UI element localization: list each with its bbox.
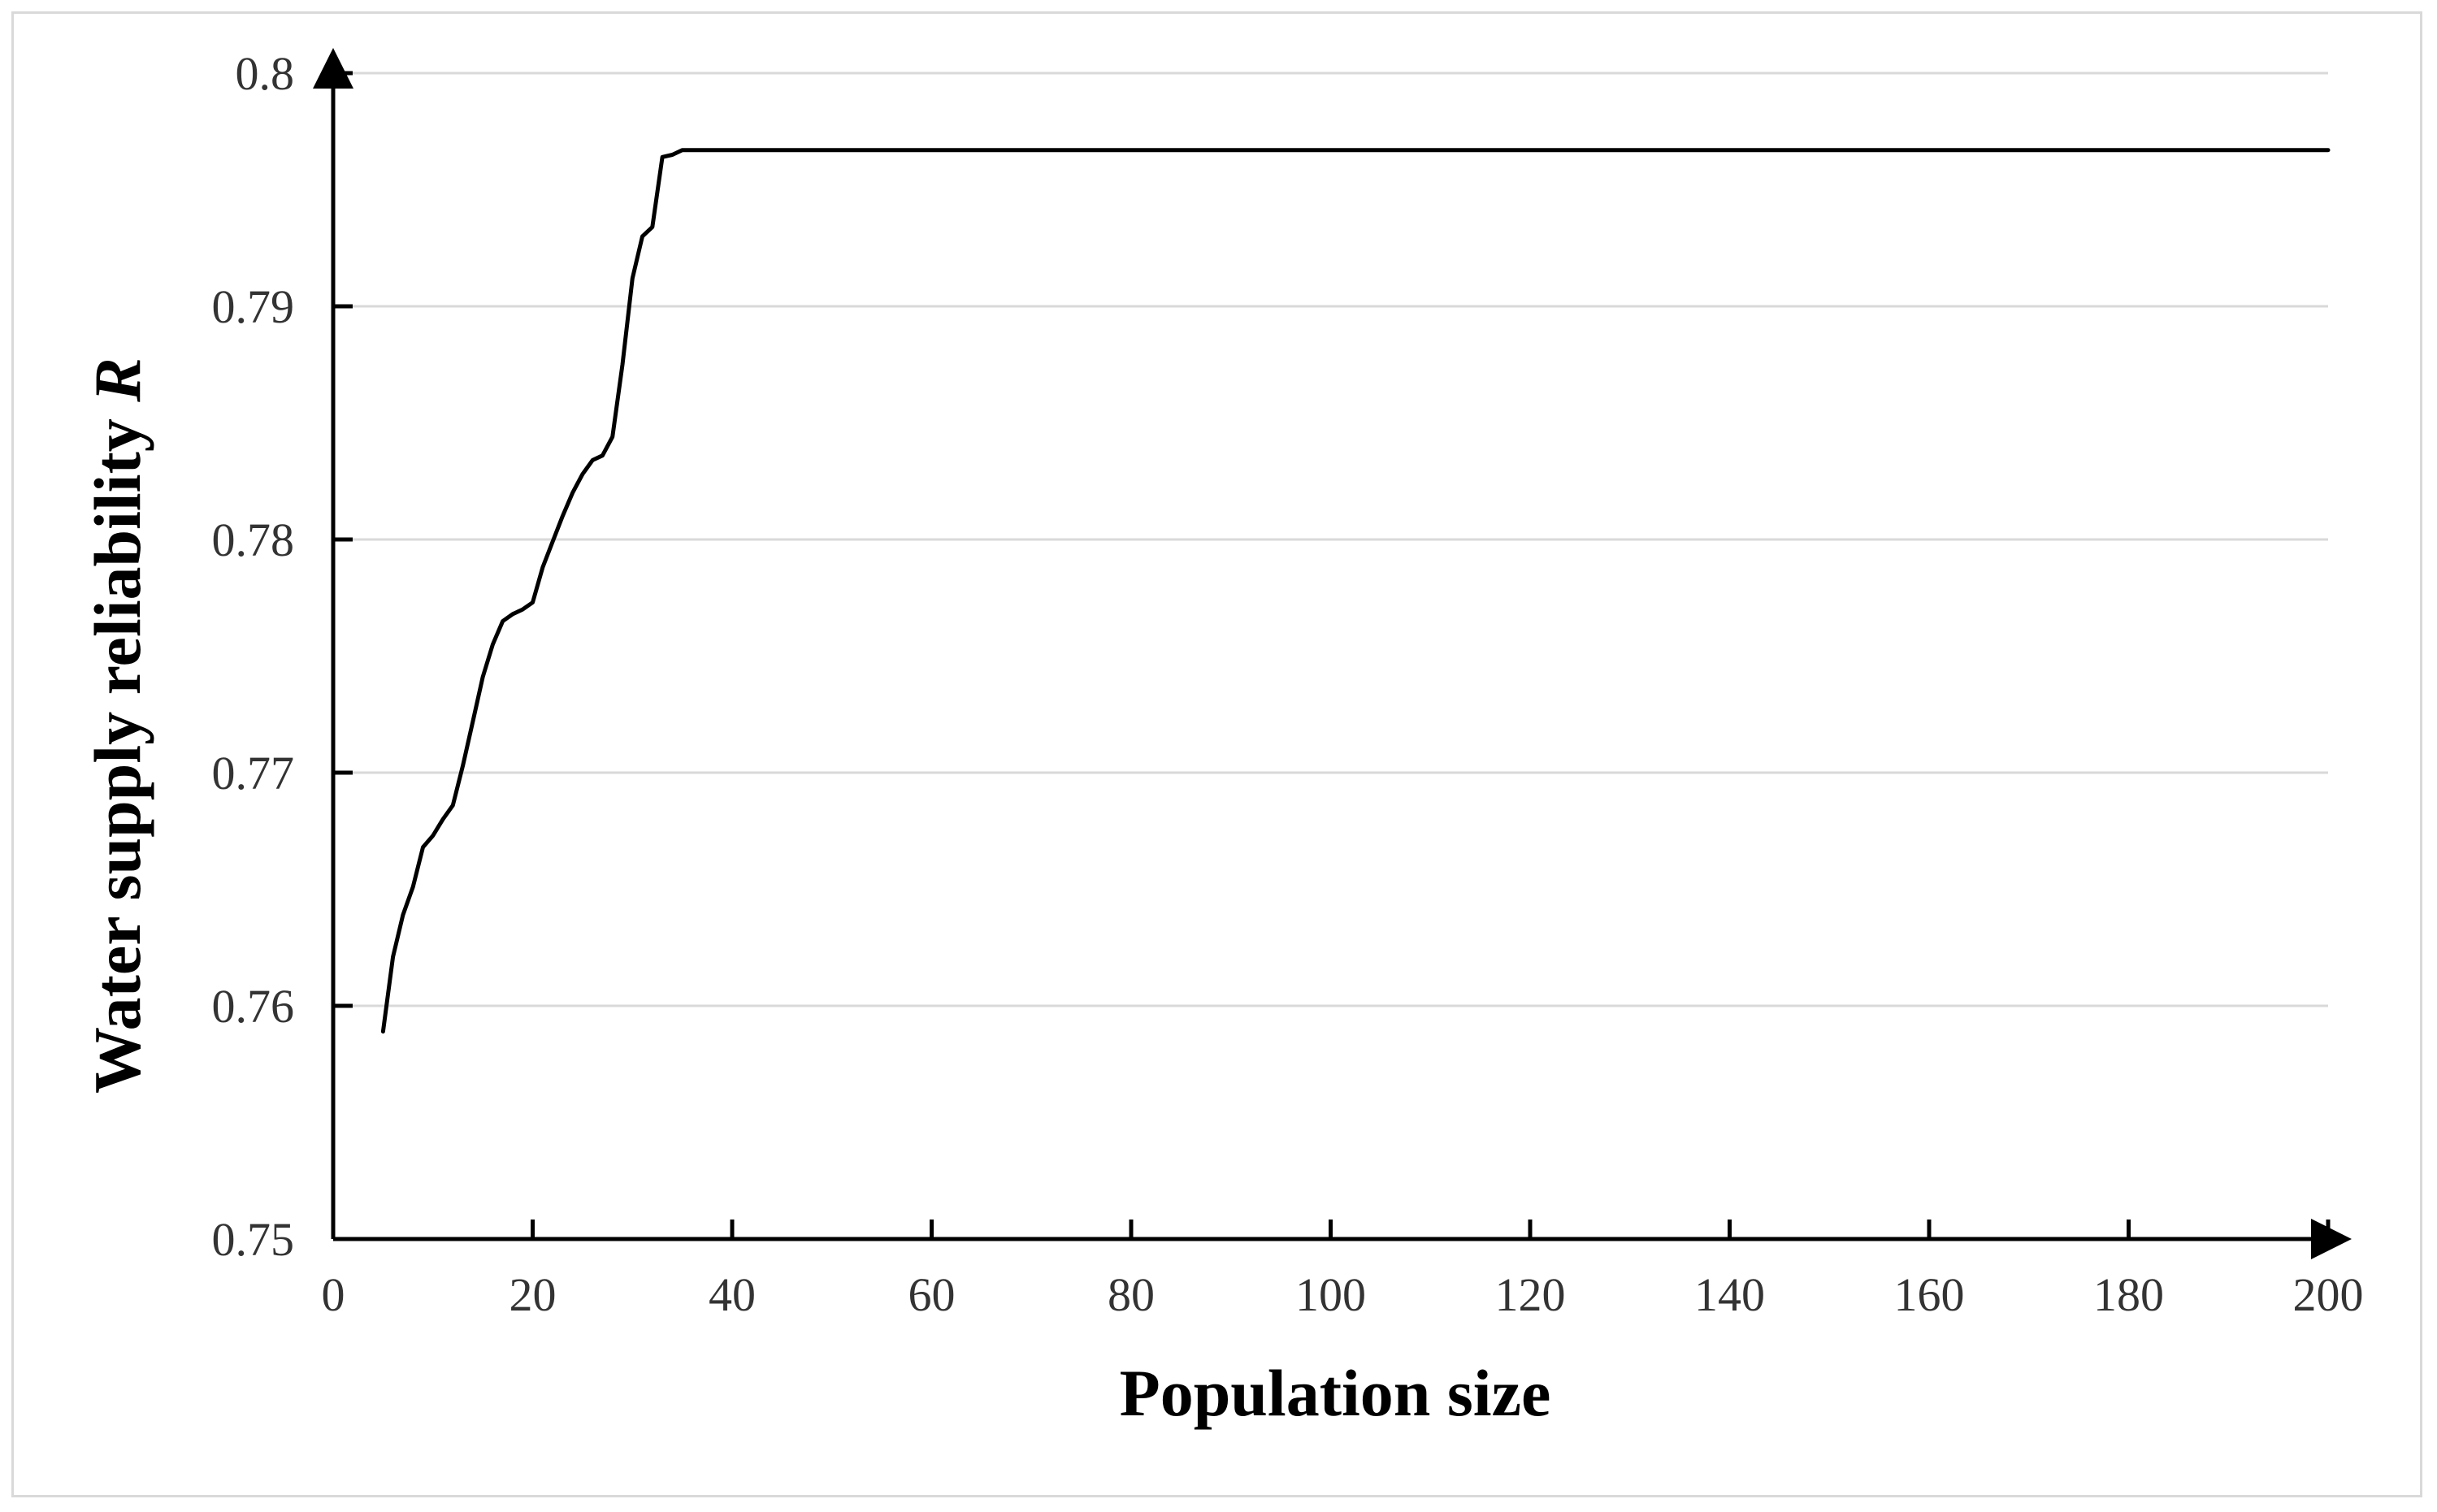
x-tick-label-1: 20: [510, 1268, 557, 1321]
chart-frame: [11, 11, 2422, 1497]
x-axis-title: Population size: [1120, 1356, 1551, 1430]
axes: [313, 48, 2352, 1259]
series-layer: [380, 148, 2331, 1034]
x-tick-label-3: 60: [908, 1268, 956, 1321]
x-tick-label-6: 120: [1495, 1268, 1566, 1321]
x-tick-label-8: 160: [1894, 1268, 1965, 1321]
x-tick-label-7: 140: [1694, 1268, 1765, 1321]
x-tick-label-0: 0: [322, 1268, 345, 1321]
ticks: 0.75 0.76 0.77 0.78 0.79 0.8 0 20 40 60 80 100 120 14…: [212, 47, 2364, 1321]
y-tick-label-4: 0.79: [212, 280, 295, 333]
y-axis-title-symbol: R: [80, 357, 154, 403]
x-tick-label-5: 100: [1295, 1268, 1366, 1321]
y-tick-label-0: 0.75: [212, 1213, 295, 1266]
x-tick-label-9: 180: [2093, 1268, 2164, 1321]
y-tick-label-3: 0.78: [212, 513, 295, 566]
y-tick-label-1: 0.76: [212, 980, 295, 1033]
y-axis-title: Water supply reliability R: [80, 357, 154, 1094]
y-axis-title-text: Water supply reliability: [80, 418, 154, 1094]
x-tick-label-2: 40: [709, 1268, 756, 1321]
x-tick-label-10: 200: [2293, 1268, 2364, 1321]
y-tick-label-2: 0.77: [212, 747, 295, 799]
x-tick-label-4: 80: [1108, 1268, 1155, 1321]
y-tick-label-5: 0.8: [236, 47, 295, 100]
series-line-0: [380, 148, 2331, 1034]
grid-lines: [333, 71, 2328, 1007]
